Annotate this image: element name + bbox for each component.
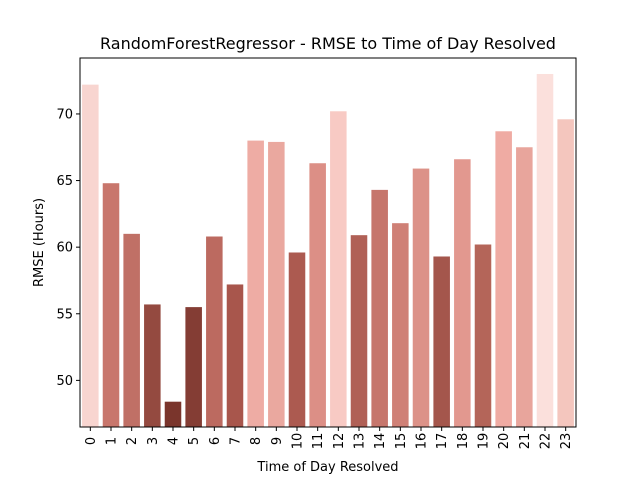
x-tick-label: 1 xyxy=(105,437,120,445)
y-axis-label: RMSE (Hours) xyxy=(32,198,47,287)
x-tick-label: 21 xyxy=(518,433,533,450)
x-tick-label: 22 xyxy=(539,433,554,450)
x-tick-label: 5 xyxy=(187,437,202,445)
bar-hour-5 xyxy=(185,307,202,427)
y-tick-label: 65 xyxy=(56,174,73,189)
bar-hour-14 xyxy=(371,189,388,427)
bar-hour-6 xyxy=(206,236,223,427)
y-tick-label: 55 xyxy=(56,307,73,322)
bar-hour-13 xyxy=(350,235,368,427)
x-tick-label: 3 xyxy=(146,437,161,445)
x-tick-label: 20 xyxy=(497,433,512,450)
plot-frame xyxy=(79,57,577,428)
y-tick-label: 70 xyxy=(56,107,73,122)
x-tick-label: 19 xyxy=(477,433,492,450)
bars-layer xyxy=(82,73,574,428)
bar-hour-4 xyxy=(164,401,182,427)
bar-hour-9 xyxy=(268,141,285,427)
bar-hour-15 xyxy=(392,223,409,427)
bar-hour-10 xyxy=(288,252,306,427)
x-tick-label: 16 xyxy=(415,433,430,450)
x-tick-label: 10 xyxy=(291,433,306,450)
bar-hour-11 xyxy=(309,163,326,427)
bar-hour-22 xyxy=(536,73,554,427)
x-tick-label: 7 xyxy=(229,437,244,445)
x-tick-label: 14 xyxy=(373,433,388,450)
bar-hour-0 xyxy=(82,84,99,427)
x-tick-label: 9 xyxy=(270,437,285,445)
chart-title: RandomForestRegressor - RMSE to Time of … xyxy=(100,34,556,53)
y-tick-label: 50 xyxy=(56,374,73,389)
x-tick-label: 13 xyxy=(353,433,368,450)
x-tick-label: 11 xyxy=(311,433,326,450)
bar-hour-2 xyxy=(123,233,140,427)
bar-hour-18 xyxy=(454,159,471,427)
bar-hour-23 xyxy=(557,119,574,427)
bar-hour-8 xyxy=(247,140,264,428)
x-tick-label: 8 xyxy=(249,437,264,445)
x-tick-label: 17 xyxy=(435,433,450,450)
x-axis-label: Time of Day Resolved xyxy=(256,460,398,475)
x-tick-label: 12 xyxy=(332,433,347,450)
x-tick-label: 6 xyxy=(208,437,223,445)
bar-hour-17 xyxy=(433,256,450,427)
bar-hour-16 xyxy=(412,168,430,428)
bar-hour-20 xyxy=(495,131,512,427)
bar-hour-12 xyxy=(330,111,347,427)
x-tick-label: 4 xyxy=(167,437,182,445)
x-tick-label: 15 xyxy=(394,433,409,450)
bar-hour-3 xyxy=(144,304,161,427)
bar-hour-1 xyxy=(102,183,120,427)
bar-hour-21 xyxy=(516,147,533,428)
bar-hour-19 xyxy=(474,244,492,427)
x-tick-label: 2 xyxy=(125,437,140,445)
ticks-layer: 0 1 2 3 4 5 6 7 8 9 10 11 12 13 14 15 16 17 18 19 20 21 22 2350… xyxy=(56,107,574,449)
x-tick-label: 23 xyxy=(559,433,574,450)
bar-hour-7 xyxy=(226,284,244,427)
y-tick-label: 60 xyxy=(56,241,73,256)
x-tick-label: 18 xyxy=(456,433,471,450)
x-tick-label: 0 xyxy=(84,437,99,445)
